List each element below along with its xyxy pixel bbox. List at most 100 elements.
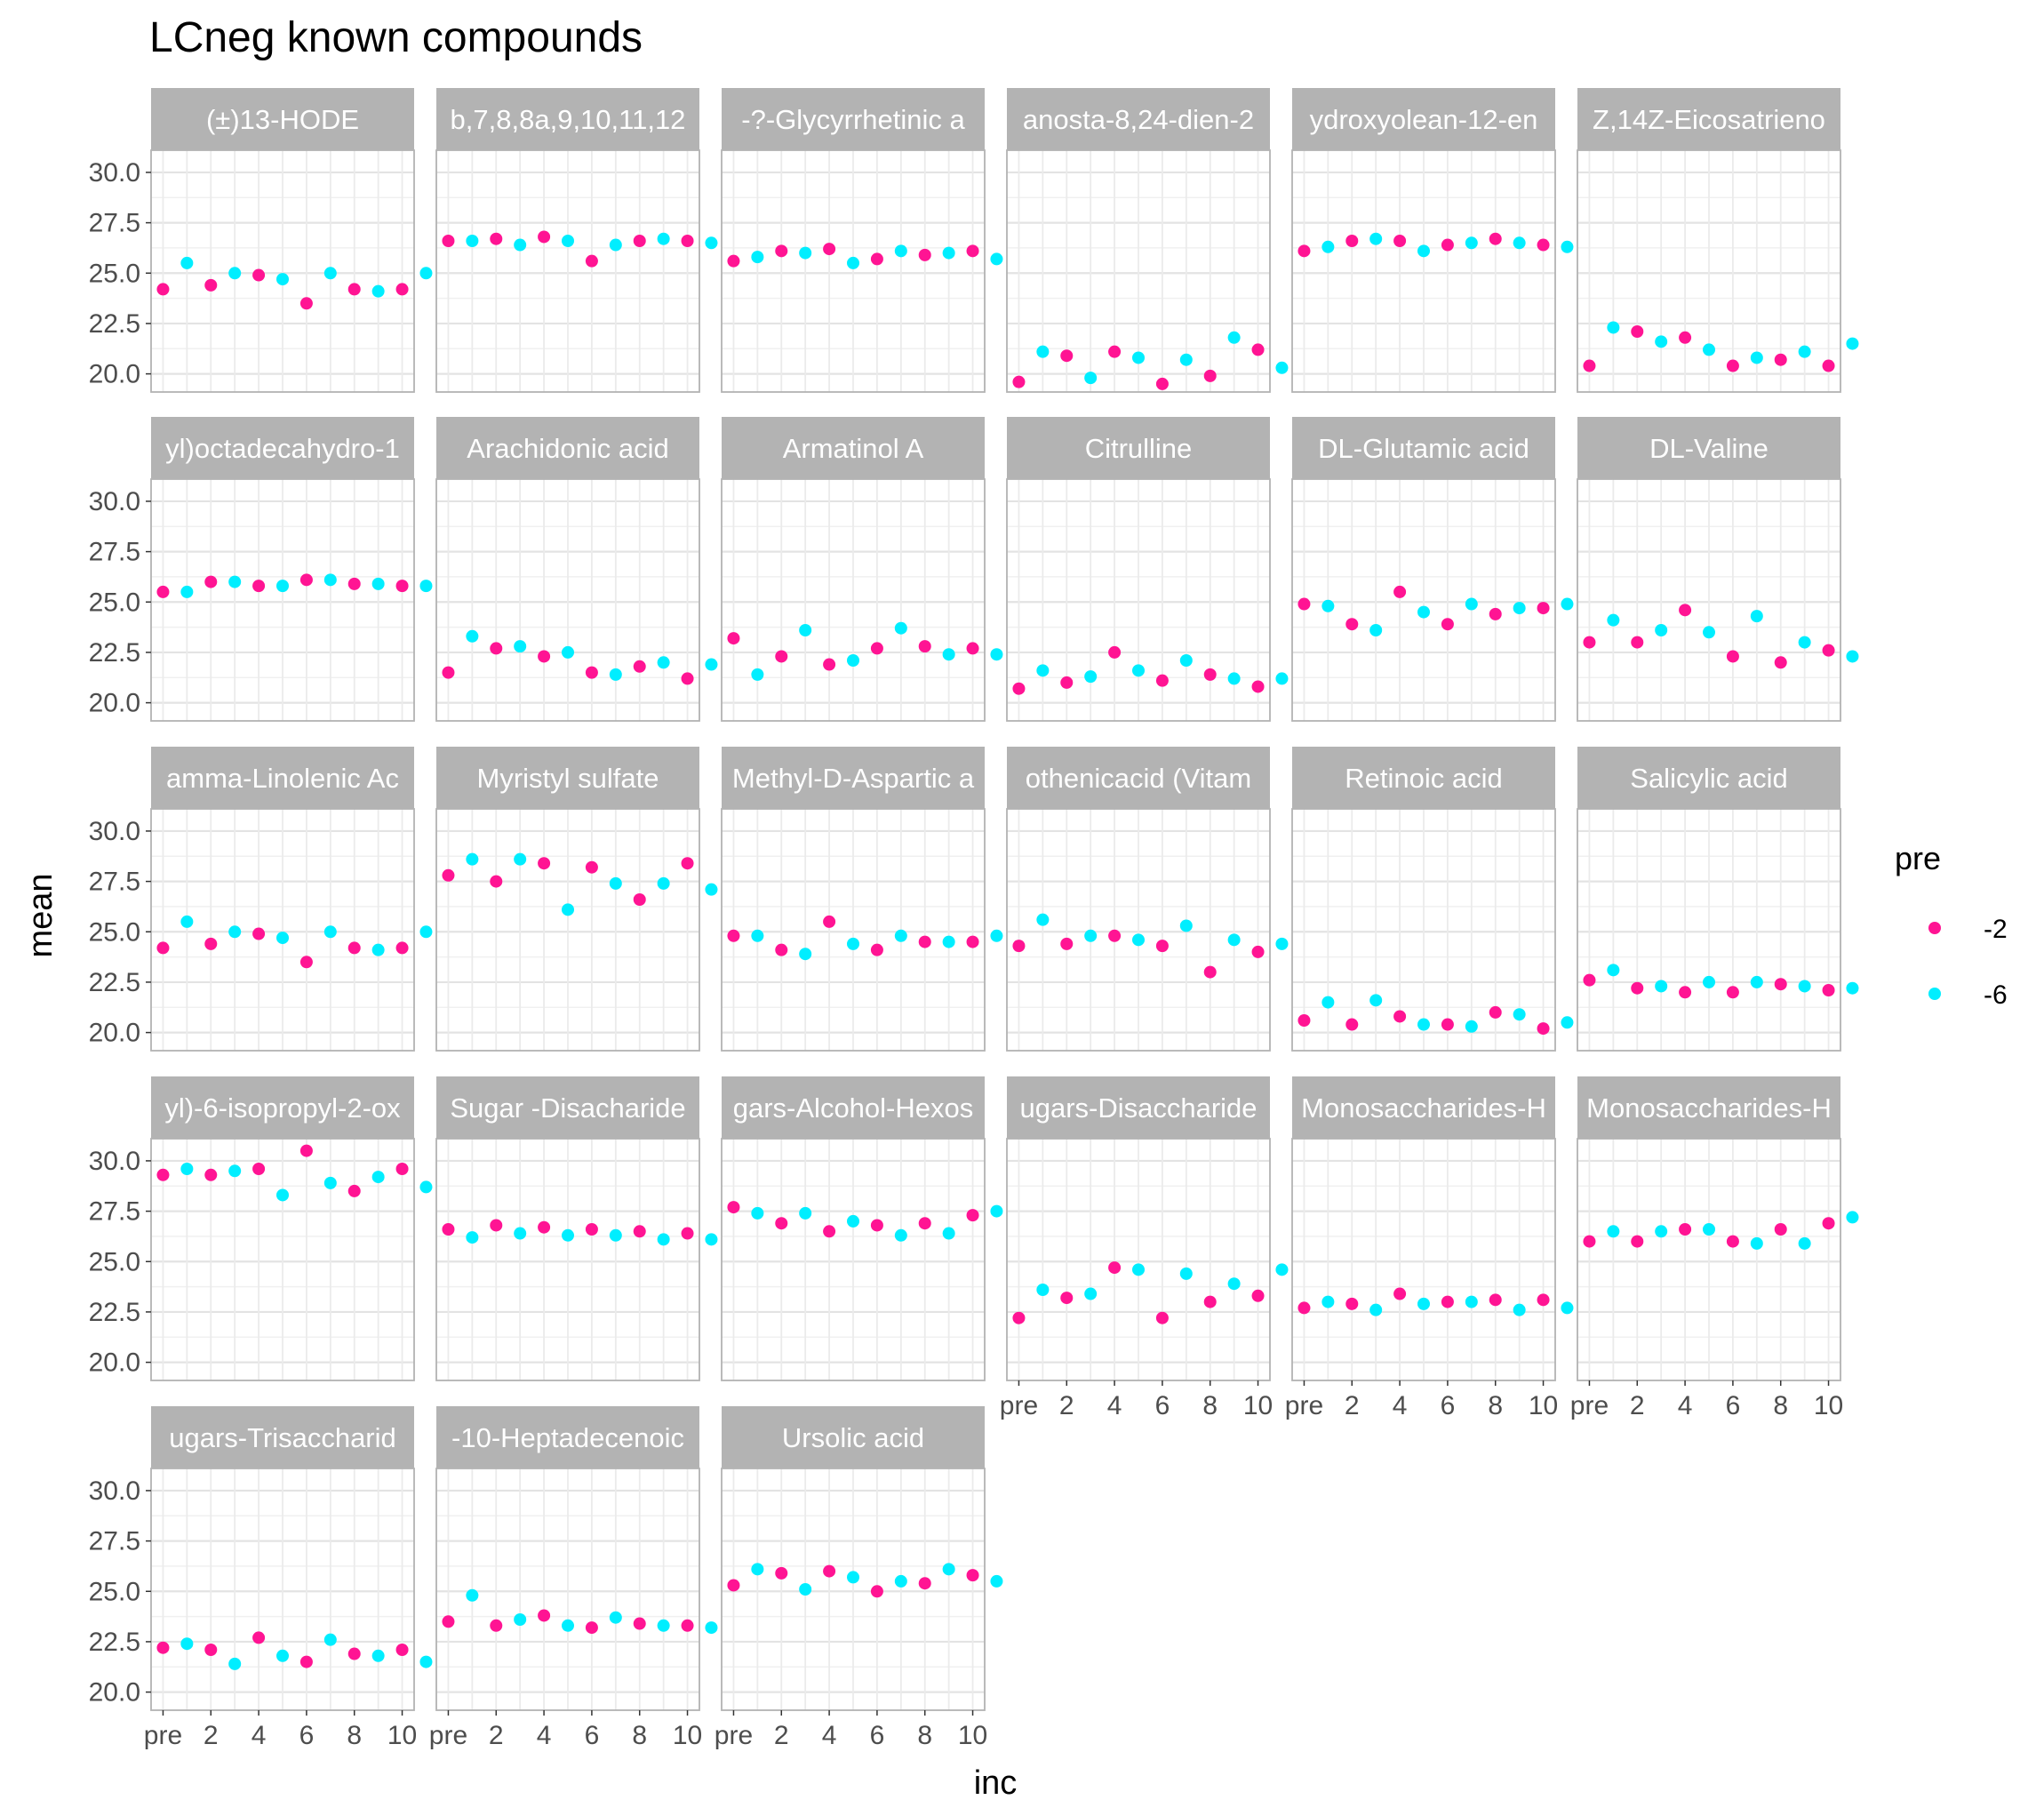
data-point-pink xyxy=(1679,604,1692,617)
facet-strip xyxy=(722,88,985,150)
data-point-cyan xyxy=(705,1233,718,1246)
facet-strip-label: (±)13-HODE xyxy=(206,104,359,135)
data-point-pink xyxy=(156,283,170,296)
data-point-pink xyxy=(633,893,646,906)
panel-border xyxy=(1577,478,1841,722)
facet-strip xyxy=(436,417,699,479)
data-point-pink xyxy=(727,632,740,645)
data-point-pink xyxy=(1393,1287,1407,1300)
data-point-cyan xyxy=(894,244,907,258)
data-point-pink xyxy=(585,254,598,268)
data-point-pink xyxy=(1726,650,1739,663)
x-tick-label: 10 xyxy=(673,1721,702,1750)
data-point-cyan xyxy=(657,1233,670,1246)
facet-panel: yl)-6-isopropyl-2-ox xyxy=(150,1076,433,1381)
data-point-cyan xyxy=(990,648,1003,661)
data-point-pink xyxy=(918,1577,931,1590)
panel-border xyxy=(1006,478,1271,722)
y-tick-label: 25.0 xyxy=(89,1247,140,1276)
data-point-cyan xyxy=(1036,664,1050,677)
data-point-cyan xyxy=(371,943,385,956)
data-point-cyan xyxy=(1417,605,1430,619)
data-point-cyan xyxy=(1036,1284,1050,1296)
data-point-cyan xyxy=(1417,1018,1430,1031)
data-point-pink xyxy=(1108,645,1122,659)
data-point-cyan xyxy=(942,1563,955,1576)
facet-strip-label: Myristyl sulfate xyxy=(477,763,659,794)
facet-panel: -10-Heptadecenoic xyxy=(435,1406,718,1711)
y-tick-label: 20.0 xyxy=(89,689,140,718)
x-tick-label: 4 xyxy=(822,1721,837,1750)
data-point-cyan xyxy=(657,232,670,245)
x-tick-label: pre xyxy=(1285,1391,1323,1420)
data-point-cyan xyxy=(323,267,337,280)
data-point-pink xyxy=(870,642,883,655)
facet-strip xyxy=(1292,88,1555,150)
panel-border xyxy=(1006,1138,1271,1381)
panel-border xyxy=(1291,149,1556,393)
data-point-cyan xyxy=(894,621,907,635)
data-point-pink xyxy=(252,268,266,282)
data-point-cyan xyxy=(990,1574,1003,1588)
data-point-cyan xyxy=(371,1171,385,1184)
data-point-cyan xyxy=(1513,236,1526,250)
data-point-cyan xyxy=(705,1621,718,1635)
data-point-cyan xyxy=(276,273,289,286)
x-tick-label: 10 xyxy=(1529,1391,1558,1420)
y-tick-label: 30.0 xyxy=(89,158,140,188)
data-point-cyan xyxy=(228,1164,242,1178)
x-tick-label: 10 xyxy=(1243,1391,1273,1420)
facet-strip-label: Ursolic acid xyxy=(782,1422,924,1453)
data-point-cyan xyxy=(323,1176,337,1189)
data-point-cyan xyxy=(419,267,433,280)
facet-panel: Retinoic acid xyxy=(1291,747,1574,1052)
data-point-cyan xyxy=(228,925,242,939)
data-point-cyan xyxy=(1036,345,1050,358)
data-point-pink xyxy=(1774,656,1787,669)
data-point-pink xyxy=(347,941,361,955)
y-tick-label: 20.0 xyxy=(89,1348,140,1378)
data-point-cyan xyxy=(466,629,479,643)
y-tick-label: 30.0 xyxy=(89,1476,140,1506)
data-point-pink xyxy=(1012,1311,1026,1324)
facet-strip xyxy=(1292,417,1555,479)
data-point-pink xyxy=(585,1621,598,1635)
data-point-cyan xyxy=(751,251,764,264)
data-point-cyan xyxy=(1369,994,1383,1007)
data-point-pink xyxy=(538,1609,551,1622)
data-point-pink xyxy=(347,1647,361,1660)
facet-panel: b,7,8,8a,9,10,11,12 xyxy=(435,88,718,393)
data-point-cyan xyxy=(276,580,289,593)
x-tick-label: 8 xyxy=(917,1721,932,1750)
data-point-cyan xyxy=(562,1619,574,1632)
data-point-cyan xyxy=(419,1180,433,1194)
data-point-pink xyxy=(1537,1022,1550,1036)
data-point-pink xyxy=(204,278,218,292)
panel-border xyxy=(1291,478,1556,722)
data-point-pink xyxy=(1345,618,1359,631)
data-point-cyan xyxy=(514,852,527,866)
data-point-pink xyxy=(1679,1223,1692,1236)
data-point-cyan xyxy=(371,284,385,298)
data-point-pink xyxy=(299,573,313,587)
data-point-pink xyxy=(1537,1293,1550,1307)
data-point-pink xyxy=(1774,978,1787,991)
data-point-pink xyxy=(1393,235,1407,247)
data-point-pink xyxy=(156,1168,170,1181)
data-point-cyan xyxy=(419,1655,433,1668)
data-point-pink xyxy=(1108,345,1122,358)
data-point-pink xyxy=(538,1220,551,1234)
data-point-cyan xyxy=(609,1611,622,1624)
panel-border xyxy=(150,1468,415,1711)
data-point-cyan xyxy=(1084,929,1098,942)
panel-border xyxy=(1006,808,1271,1052)
data-point-pink xyxy=(1489,1293,1502,1307)
data-point-pink xyxy=(1203,668,1217,681)
y-tick-label: 30.0 xyxy=(89,817,140,846)
facet-strip-label: Z,14Z-Eicosatrieno xyxy=(1593,104,1825,135)
x-tick-label: 4 xyxy=(1678,1391,1693,1420)
data-point-pink xyxy=(775,1566,788,1580)
data-point-pink xyxy=(681,1619,694,1632)
data-point-cyan xyxy=(562,235,574,247)
y-tick-label: 27.5 xyxy=(89,209,140,238)
